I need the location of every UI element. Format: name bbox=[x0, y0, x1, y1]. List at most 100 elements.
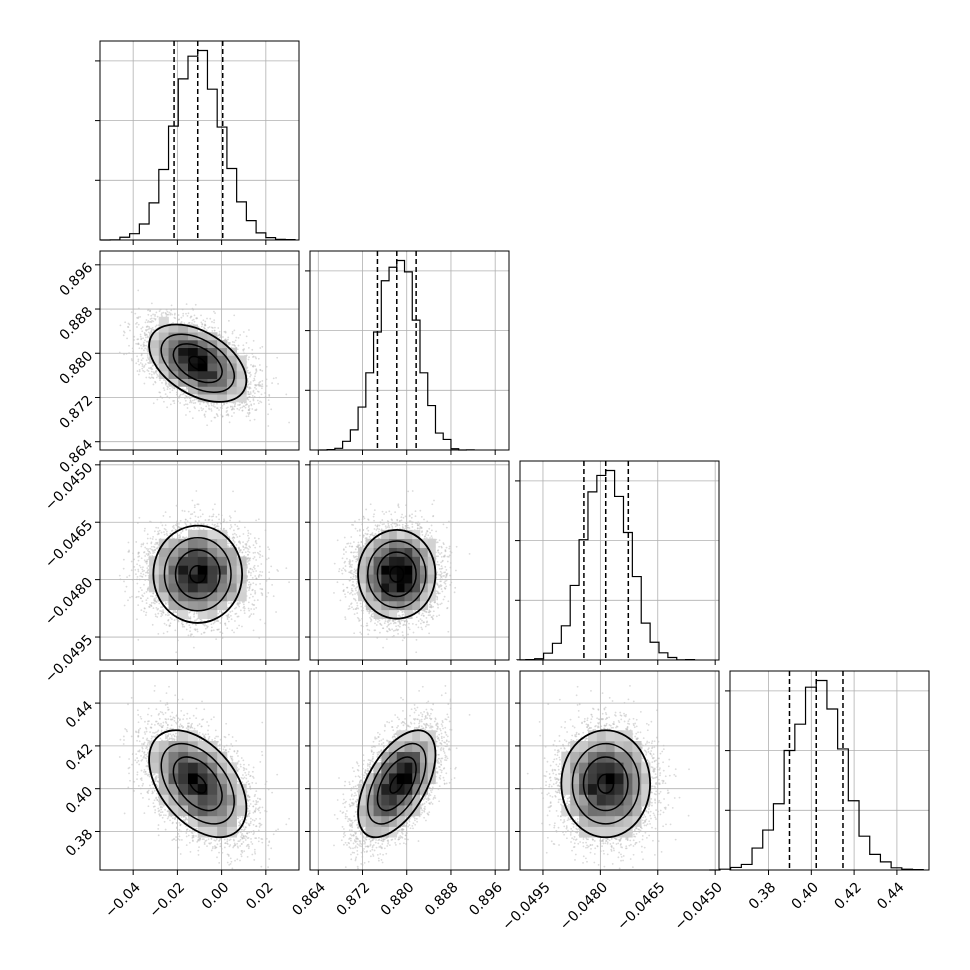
sample-point bbox=[230, 415, 233, 418]
sample-point bbox=[227, 319, 230, 322]
sample-point bbox=[260, 401, 263, 404]
sample-point bbox=[130, 311, 133, 314]
sample-point bbox=[155, 311, 158, 314]
sample-point bbox=[127, 322, 130, 325]
sample-point bbox=[159, 308, 162, 311]
sample-point bbox=[136, 326, 138, 328]
sample-point bbox=[250, 363, 252, 366]
sample-point bbox=[169, 312, 172, 315]
sample-point bbox=[153, 317, 155, 320]
sample-point bbox=[133, 335, 136, 338]
sample-point bbox=[145, 359, 148, 362]
panel-frame bbox=[519, 460, 720, 661]
sample-point bbox=[253, 403, 255, 405]
sample-point bbox=[147, 313, 150, 316]
sample-point bbox=[129, 329, 131, 332]
sample-point bbox=[218, 409, 220, 411]
sample-point bbox=[235, 336, 238, 339]
sample-point bbox=[252, 389, 255, 392]
sample-point bbox=[236, 353, 239, 356]
sample-point bbox=[137, 317, 140, 320]
sample-point bbox=[179, 393, 182, 396]
sample-point bbox=[249, 393, 252, 395]
sample-point bbox=[267, 399, 270, 402]
sample-point bbox=[125, 352, 128, 355]
sample-point bbox=[245, 342, 248, 344]
sample-point bbox=[246, 412, 249, 414]
histogram-panel bbox=[305, 250, 510, 455]
sample-point bbox=[215, 413, 218, 415]
sample-point bbox=[242, 348, 245, 351]
sample-point bbox=[146, 350, 149, 353]
sample-point bbox=[251, 348, 254, 351]
sample-point bbox=[248, 329, 250, 331]
sample-point bbox=[148, 325, 150, 328]
sample-point bbox=[210, 404, 213, 407]
sample-point bbox=[219, 334, 222, 337]
sample-point bbox=[253, 395, 256, 398]
sample-point bbox=[249, 374, 252, 376]
sample-point bbox=[264, 396, 267, 398]
sample-point bbox=[193, 320, 196, 323]
sample-point bbox=[162, 311, 165, 314]
sample-point bbox=[268, 403, 271, 406]
sample-point bbox=[217, 334, 219, 337]
sample-point bbox=[141, 330, 144, 333]
histogram-panel bbox=[709, 670, 930, 875]
sample-point bbox=[210, 402, 213, 405]
panel-frame bbox=[729, 670, 930, 871]
sample-point bbox=[248, 356, 250, 359]
sample-point bbox=[135, 323, 137, 325]
sample-point bbox=[247, 390, 249, 393]
sample-point bbox=[192, 402, 195, 405]
sample-point bbox=[212, 405, 215, 407]
sample-point bbox=[249, 419, 252, 422]
sample-point bbox=[150, 327, 153, 330]
sample-point bbox=[164, 379, 167, 382]
sample-point bbox=[150, 317, 153, 320]
sample-point bbox=[231, 407, 234, 409]
sample-point bbox=[253, 386, 256, 389]
sample-point bbox=[259, 368, 262, 371]
sample-point bbox=[246, 369, 249, 372]
sample-point bbox=[145, 329, 148, 332]
sample-point bbox=[183, 404, 186, 406]
sample-point bbox=[193, 399, 196, 401]
sample-point bbox=[146, 354, 149, 356]
sample-point bbox=[194, 407, 197, 410]
sample-point bbox=[261, 345, 264, 348]
sample-point bbox=[159, 395, 162, 398]
sample-point bbox=[179, 322, 182, 325]
sample-point bbox=[184, 389, 187, 392]
sample-point bbox=[245, 415, 248, 418]
sample-point bbox=[166, 310, 169, 313]
sample-point bbox=[185, 303, 188, 305]
sample-point bbox=[207, 404, 210, 407]
panel-frame bbox=[99, 40, 300, 241]
sample-point bbox=[259, 400, 261, 403]
sample-point bbox=[271, 382, 274, 384]
sample-point bbox=[264, 392, 266, 394]
sample-point bbox=[143, 332, 146, 335]
sample-point bbox=[233, 329, 236, 332]
sample-point bbox=[127, 326, 130, 329]
sample-point bbox=[167, 386, 169, 389]
sample-point bbox=[218, 330, 221, 333]
sample-point bbox=[150, 373, 153, 376]
sample-point bbox=[124, 321, 127, 324]
sample-point bbox=[165, 315, 168, 318]
sample-point bbox=[156, 398, 159, 401]
sample-point bbox=[122, 334, 125, 337]
sample-point bbox=[154, 318, 157, 320]
sample-point bbox=[241, 406, 244, 409]
sample-point bbox=[243, 405, 246, 408]
sample-point bbox=[130, 358, 133, 360]
sample-point bbox=[159, 379, 161, 382]
sample-point bbox=[202, 319, 205, 322]
sample-point bbox=[204, 410, 207, 413]
sample-point bbox=[242, 331, 245, 333]
sample-point bbox=[154, 325, 157, 328]
sample-point bbox=[155, 324, 158, 327]
sample-point bbox=[201, 409, 203, 412]
